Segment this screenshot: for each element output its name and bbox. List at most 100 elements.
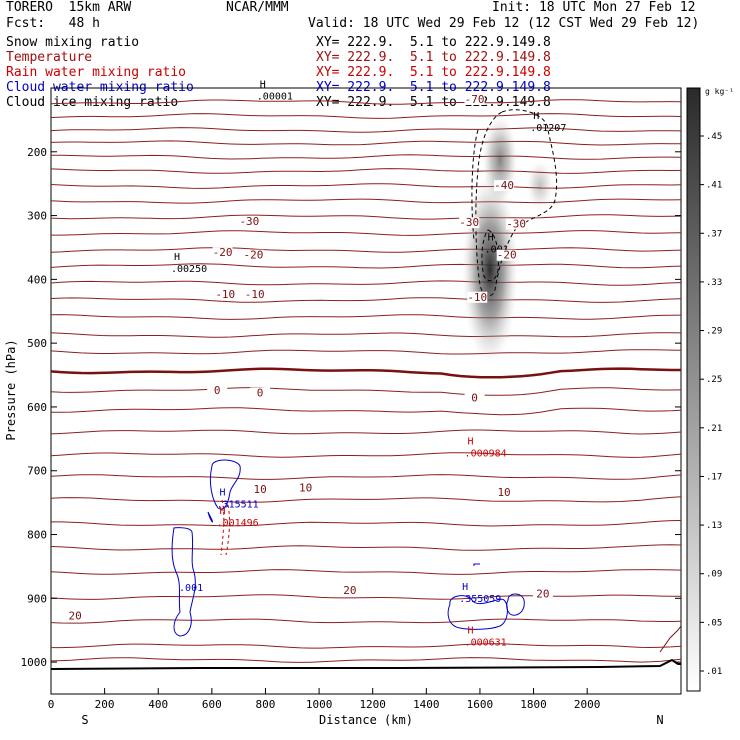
isotherm-line <box>50 198 682 204</box>
legend-temperature-label: Temperature <box>6 50 93 65</box>
temperature-isotherms <box>50 99 682 663</box>
cloud-water-contour-1 <box>209 459 241 510</box>
temperature-label: 20 <box>343 584 356 597</box>
temperature-label-bg <box>339 585 360 597</box>
temperature-label-bg <box>494 486 515 498</box>
temperature-label: 0 <box>214 384 221 397</box>
x-tick-label: 1400 <box>413 698 440 711</box>
isotherm-line <box>50 544 682 551</box>
cloud-water-contour-2 <box>207 511 213 523</box>
isotherm-line <box>50 657 682 663</box>
isotherm-line <box>50 496 682 503</box>
temperature-label-bg <box>212 247 233 259</box>
extremum-value: .355059 <box>459 594 501 605</box>
snow-shading-right <box>526 160 554 210</box>
temperature-label: -10 <box>467 291 487 304</box>
colorbar-tick-label: .17 <box>706 472 722 482</box>
temperature-label: 0 <box>257 386 264 399</box>
colorbar-tick-label: .01 <box>706 667 722 677</box>
temperature-label-bg <box>215 289 236 301</box>
temperature-label-bg <box>532 588 553 600</box>
cloud-water-contour-6 <box>473 563 480 566</box>
extremum-value: .01207 <box>530 123 566 134</box>
temperature-label: 0 <box>471 392 478 405</box>
extremum-mark: H <box>220 506 226 517</box>
colorbar-tick-label: .37 <box>706 229 722 239</box>
x-tick-label: 400 <box>148 698 168 711</box>
colorbar <box>686 87 701 692</box>
extremum-mark: H <box>468 436 474 447</box>
temperature-label: -30 <box>239 215 259 228</box>
temperature-label-bg <box>243 249 264 261</box>
temperature-label-bg <box>250 483 271 495</box>
x-tick-label: 800 <box>256 698 276 711</box>
temperature-label: -30 <box>459 216 479 229</box>
temperature-label-bg <box>496 249 517 261</box>
legend-rain-xy: XY= 222.9. 5.1 to 222.9.149.8 <box>316 65 551 80</box>
x-axis-label: Distance (km) <box>319 713 413 727</box>
cloud-water-contour-5 <box>506 593 525 616</box>
snow-contour-left <box>471 129 479 241</box>
x-tick-label: 0 <box>48 698 55 711</box>
colorbar-tick-label: .41 <box>706 181 722 191</box>
snow-shading-core <box>462 175 518 365</box>
y-tick-label: 300 <box>27 210 47 223</box>
extremum-value: .00001 <box>257 91 293 102</box>
y-tick-label: 400 <box>27 273 47 286</box>
isotherm-line <box>50 314 682 320</box>
temperature-label-bg <box>494 180 515 192</box>
extremum-mark: H <box>462 582 468 593</box>
y-axis-label: Pressure (hPa) <box>4 339 18 440</box>
x-tick-label: 1200 <box>359 698 386 711</box>
colorbar-tick-label: .09 <box>706 570 722 580</box>
temperature-label: -20 <box>213 246 233 259</box>
extremum-mark: H <box>488 232 494 243</box>
isotherm-line <box>50 474 682 480</box>
isotherm-line <box>50 263 682 269</box>
y-tick-label: 700 <box>27 465 47 478</box>
x-tick-label: 200 <box>95 698 115 711</box>
extremum-value: .001 <box>179 583 203 594</box>
x-tick-label: 600 <box>202 698 222 711</box>
rain-contour-dashed <box>220 499 230 556</box>
extremum-mark: H <box>260 79 266 90</box>
x-tick-label: 1800 <box>520 698 547 711</box>
isotherm-line <box>50 429 682 435</box>
isotherm-line <box>50 569 682 575</box>
x-axis-right-end: N <box>656 713 663 727</box>
extremum-mark: H <box>533 111 539 122</box>
colorbar-tick-label: .33 <box>706 278 722 288</box>
temperature-label: 10 <box>299 482 312 495</box>
isotherm-line <box>50 297 682 303</box>
temperature-label: -20 <box>497 249 517 262</box>
temperature-label-bg <box>250 387 271 399</box>
isotherm-line <box>50 247 682 253</box>
temperature-label: -20 <box>243 249 263 262</box>
isotherm-line <box>50 280 682 286</box>
y-tick-label: 900 <box>27 592 47 605</box>
colorbar-tick-label: .45 <box>706 132 722 142</box>
cloud-water-contour-4 <box>447 595 508 630</box>
y-tick-label: 500 <box>27 337 47 350</box>
temperature-label-bg <box>464 392 485 404</box>
terrain-rise <box>659 625 682 653</box>
colorbar-tick-label: .29 <box>706 327 722 337</box>
isotherm-line <box>50 594 682 600</box>
y-tick-label: 800 <box>27 529 47 542</box>
isotherm-line <box>50 183 682 189</box>
temperature-label: 10 <box>253 483 266 496</box>
center-title: NCAR/MMM <box>226 0 289 15</box>
extremum-value: .001 <box>485 244 509 255</box>
extremum-value: .315511 <box>217 500 259 511</box>
extremum-value: .001496 <box>217 518 259 529</box>
temperature-labels: -70 -40 -30 -30 -30 -20 -20 -20 -10 -10 -10 0 0 0 10 10… <box>65 93 553 623</box>
temperature-label-bg <box>65 610 86 622</box>
temperature-label: -70 <box>465 93 485 106</box>
temperature-label-bg <box>295 482 316 494</box>
isotherm-line <box>50 349 682 355</box>
extremum-mark: H <box>220 488 226 499</box>
temperature-label-bg <box>207 384 228 396</box>
temperature-label-bg <box>506 218 527 230</box>
